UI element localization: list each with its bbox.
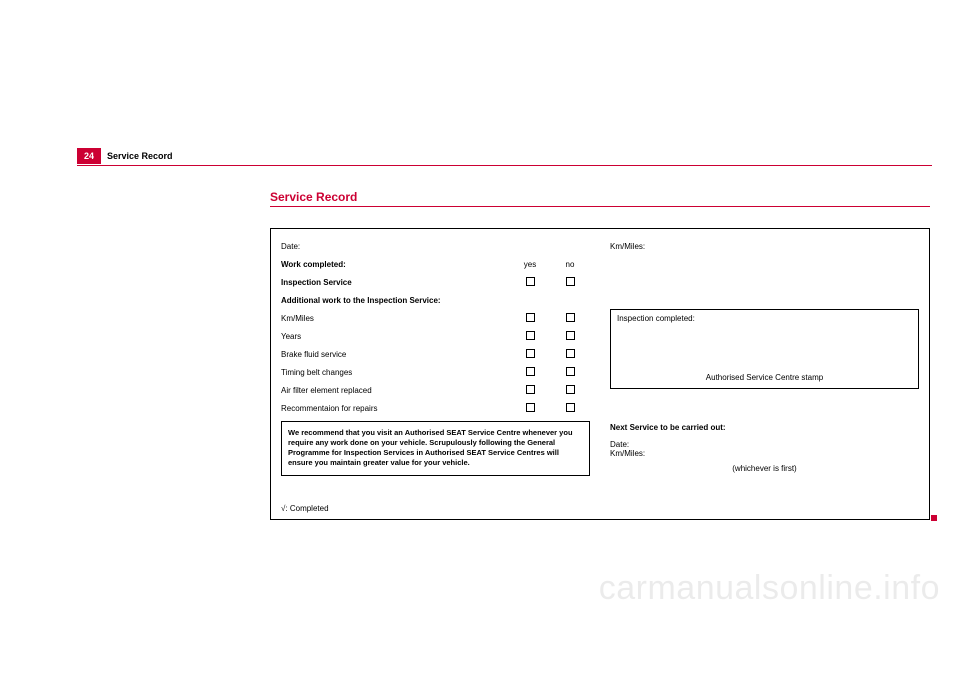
km-miles-label: Km/Miles: [281, 314, 510, 323]
km-miles-no: [550, 313, 590, 324]
advisory-box: We recommend that you visit an Authorise…: [281, 421, 590, 476]
timing-label: Timing belt changes: [281, 368, 510, 377]
km-miles-yes: [510, 313, 550, 324]
next-date-label: Date:: [610, 440, 919, 449]
inspection-service-row: Inspection Service: [281, 273, 590, 291]
brake-label: Brake fluid service: [281, 350, 510, 359]
airfilter-yes: [510, 385, 550, 396]
stamp-box: Inspection completed: Authorised Service…: [610, 309, 919, 389]
recommendation-no: [550, 403, 590, 414]
inspection-service-no: [550, 277, 590, 288]
completed-legend: √: Completed: [281, 496, 590, 513]
checkbox-icon: [566, 403, 575, 412]
inspection-service-yes: [510, 277, 550, 288]
timing-row: Timing belt changes: [281, 363, 590, 381]
page-title: Service Record: [270, 190, 357, 204]
recommendation-row: Recommentaion for repairs: [281, 399, 590, 417]
left-column: Date: Work completed: yes no Inspection …: [271, 229, 600, 519]
title-rule: [270, 206, 930, 207]
checkbox-icon: [526, 385, 535, 394]
checkbox-icon: [526, 331, 535, 340]
date-row: Date:: [281, 237, 590, 255]
col-yes-header: yes: [510, 260, 550, 269]
checkbox-icon: [526, 349, 535, 358]
checkbox-icon: [526, 367, 535, 376]
checkbox-icon: [566, 277, 575, 286]
km-miles-row: Km/Miles: [281, 309, 590, 327]
timing-no: [550, 367, 590, 378]
airfilter-row: Air filter element replaced: [281, 381, 590, 399]
work-completed-header: Work completed: yes no: [281, 255, 590, 273]
additional-work-label: Additional work to the Inspection Servic…: [281, 296, 590, 305]
end-marker-icon: [931, 515, 937, 521]
airfilter-label: Air filter element replaced: [281, 386, 510, 395]
page-header: 24 Service Record: [0, 148, 960, 164]
right-km-miles-label: Km/Miles:: [610, 242, 645, 251]
inspection-completed-label: Inspection completed:: [617, 314, 695, 323]
stamp-caption: Authorised Service Centre stamp: [611, 373, 918, 382]
brake-row: Brake fluid service: [281, 345, 590, 363]
checkbox-icon: [566, 331, 575, 340]
whichever-label: (whichever is first): [610, 464, 919, 473]
years-no: [550, 331, 590, 342]
spacer: [610, 432, 919, 440]
checkbox-icon: [566, 349, 575, 358]
checkbox-icon: [526, 403, 535, 412]
right-column: Km/Miles: Inspection completed: Authoris…: [600, 229, 929, 519]
years-yes: [510, 331, 550, 342]
work-completed-label: Work completed:: [281, 260, 510, 269]
date-label: Date:: [281, 242, 590, 251]
next-service-label: Next Service to be carried out:: [610, 423, 919, 432]
watermark: carmanualsonline.info: [599, 569, 940, 608]
checkbox-icon: [566, 385, 575, 394]
spacer: [610, 389, 919, 423]
years-row: Years: [281, 327, 590, 345]
right-km-miles-row: Km/Miles:: [610, 237, 919, 255]
years-label: Years: [281, 332, 510, 341]
header-section-title: Service Record: [107, 151, 173, 161]
brake-yes: [510, 349, 550, 360]
next-km-miles-label: Km/Miles:: [610, 449, 919, 458]
checkbox-icon: [526, 277, 535, 286]
spacer: [610, 255, 919, 303]
col-no-header: no: [550, 260, 590, 269]
header-rule: [77, 165, 932, 166]
checkbox-icon: [526, 313, 535, 322]
recommendation-yes: [510, 403, 550, 414]
recommendation-label: Recommentaion for repairs: [281, 404, 510, 413]
checkbox-icon: [566, 313, 575, 322]
checkbox-icon: [566, 367, 575, 376]
inspection-service-label: Inspection Service: [281, 278, 510, 287]
service-record-box: Date: Work completed: yes no Inspection …: [270, 228, 930, 520]
airfilter-no: [550, 385, 590, 396]
additional-work-row: Additional work to the Inspection Servic…: [281, 291, 590, 309]
timing-yes: [510, 367, 550, 378]
page-number-tab: 24: [77, 148, 101, 164]
brake-no: [550, 349, 590, 360]
